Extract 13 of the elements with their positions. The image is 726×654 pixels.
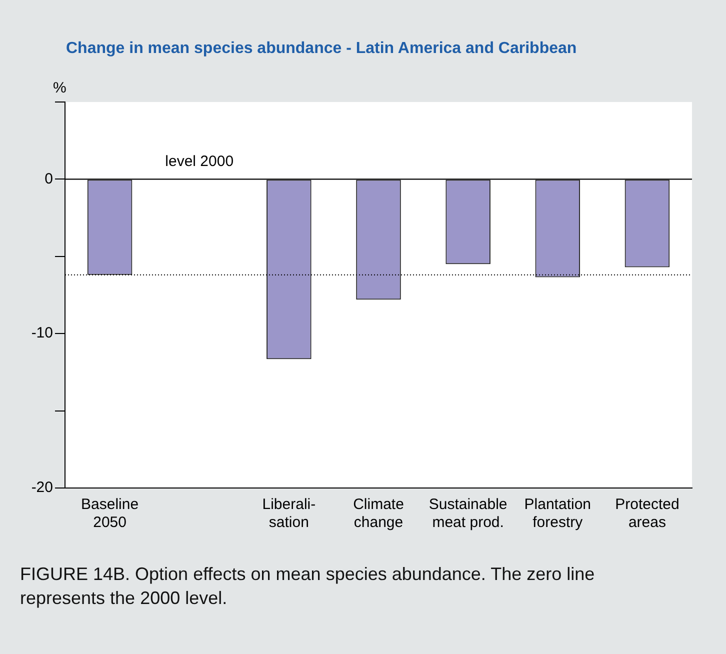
x-tick-label: Protected areas xyxy=(615,496,680,532)
x-tick-label: Climate change xyxy=(353,496,404,532)
caption: FIGURE 14B. Option effects on mean species abundance. The zero line represents the 2000 level. xyxy=(20,563,596,610)
y-tick-label: 0 xyxy=(44,170,53,188)
x-tick-label: Liberali- sation xyxy=(262,496,316,532)
y-axis-title: % xyxy=(53,80,66,97)
annotation: level 2000 xyxy=(165,152,234,170)
chart-title: Change in mean species abundance - Latin America and Caribbean xyxy=(66,40,577,58)
y-tick-label: -20 xyxy=(31,479,53,496)
x-tick-label: Baseline 2050 xyxy=(81,496,139,532)
x-tick-label: Sustainable meat prod. xyxy=(428,496,508,532)
y-tick-label: -10 xyxy=(31,324,53,342)
x-tick-label: Plantation forestry xyxy=(524,496,591,532)
